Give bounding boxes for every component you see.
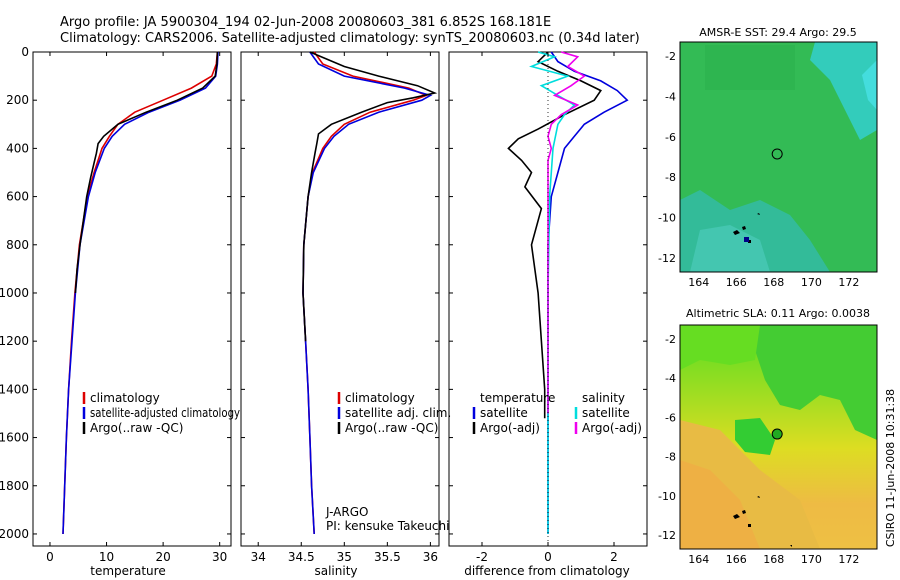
temperature-line-climatology [62,51,219,535]
sst-warm-patch [810,42,877,140]
sla-lon-label: 166 [726,553,747,566]
credit-line-1: J-ARGO [325,505,368,519]
salinity-xlabel: salinity [314,564,357,578]
salinity-xtick-label: 35 [337,550,352,564]
legend-climatology: climatology [345,391,415,405]
side-timestamp: CSIRO 11-Jun-2008 10:31:38 [884,389,897,547]
sst-lon-label: 168 [763,276,784,289]
sst-cool-core [690,225,770,272]
sst-lon-label: 166 [726,276,747,289]
temperature-line-satellite-adjusted-climatology [62,51,219,535]
depth-tick-label: 1800 [0,479,29,493]
sla-lat-label: -4 [665,372,676,385]
difference-line-salinity-argo-adj- [547,51,586,414]
sla-lon-label: 168 [763,553,784,566]
title-line-1: Argo profile: JA 5900304_194 02-Jun-2008… [60,15,551,30]
credit-line-2: PI: kensuke Takeuchi [326,519,449,533]
difference-line-temperature-argo-adj- [507,51,602,419]
sst-lat-label: -6 [665,131,676,144]
title-line-2: Climatology: CARS2006. Satellite-adjuste… [60,31,640,46]
depth-tick-label: 2000 [0,527,29,541]
sla-lat-label: -12 [658,529,676,542]
depth-tick-label: 1400 [0,382,29,396]
depth-tick-label: 1200 [0,334,29,348]
sla-lon-label: 172 [838,553,859,566]
depth-tick-label: 0 [21,45,29,59]
sla-green-west [680,325,760,370]
sla-argo-marker [771,428,783,440]
legend-sal-argo: Argo(-adj) [582,421,642,435]
salinity-panel-frame [240,51,440,547]
sst-lat-label: -2 [665,50,676,63]
legend-temp-argo: Argo(-adj) [480,421,540,435]
sla-green-high [755,325,877,440]
legend-argo: Argo(..raw -QC) [345,421,438,435]
sst-warm-core [862,60,877,110]
sla-lat-label: -10 [658,490,676,503]
temperature-xtick-label: 30 [212,550,227,564]
salinity-series [302,51,438,535]
depth-tick-label: 200 [6,93,29,107]
sla-lon-label: 164 [688,553,709,566]
sla-lon-label: 170 [801,553,822,566]
sst-lon-label: 164 [688,276,709,289]
difference-xtick-label: 0 [544,550,552,564]
sst-lon-label: 170 [801,276,822,289]
sst-lat-label: -8 [665,171,676,184]
difference-xtick-label: -2 [476,550,488,564]
sst-lat-label: -10 [658,212,676,225]
difference-xlabel: difference from climatology [464,564,630,578]
sla-map-frame [679,324,878,550]
depth-tick-label: 600 [6,190,29,204]
legend-sal-satellite: satellite [582,406,630,420]
sla-green-center [735,418,775,455]
legend-climatology: climatology [90,391,160,405]
salinity-xtick-label: 36 [423,550,438,564]
sla-map-title: Altimetric SLA: 0.11 Argo: 0.0038 [686,307,870,320]
sst-argo-marker [771,148,783,160]
sst-lat-label: -4 [665,90,676,103]
sst-map-title: AMSR-E SST: 29.4 Argo: 29.5 [699,26,857,39]
depth-tick-label: 400 [6,141,29,155]
depth-tick-label: 1000 [0,286,29,300]
salinity-xtick-label: 34.5 [288,550,315,564]
legend-satellite: satellite-adjusted climatology [90,406,240,420]
legend-satellite: satellite adj. clim. [345,406,451,420]
sst-lat-label: -12 [658,252,676,265]
sla-orange-core [680,460,760,549]
salinity-legend: climatology satellite adj. clim. Argo(..… [337,391,451,435]
sst-map [680,42,877,272]
sst-land-pixel [744,237,749,242]
temperature-xlabel: temperature [90,564,165,578]
salinity-line-climatology [302,51,429,535]
sla-lat-label: -8 [665,451,676,464]
difference-legend: temperature satellite Argo(-adj) salinit… [472,391,642,435]
temperature-line-argo-raw-qc- [74,51,219,294]
salinity-line-argo-raw-qc- [302,51,438,342]
sst-map-frame [679,41,878,273]
sla-lat-label: -6 [665,411,676,424]
salinity-xtick-label: 34 [251,550,266,564]
salinity-line-satellite-adj-clim- [302,51,433,535]
sst-mottle [705,45,795,90]
temperature-panel-frame [32,51,232,547]
difference-line-temperature-satellite [547,51,629,534]
temperature-xtick-label: 0 [46,550,54,564]
legend-salinity-title: salinity [582,391,625,405]
legend-argo: Argo(..raw -QC) [90,421,183,435]
temperature-legend: climatology satellite-adjusted climatolo… [82,391,240,435]
legend-temperature-title: temperature [480,391,555,405]
depth-tick-label: 800 [6,238,29,252]
difference-xtick-label: 2 [610,550,618,564]
temperature-xtick-label: 10 [99,550,114,564]
depth-tick-label: 1600 [0,431,29,445]
salinity-xtick-label: 35.5 [374,550,401,564]
temperature-xtick-label: 20 [155,550,170,564]
temperature-series [62,51,219,535]
sst-lon-label: 172 [838,276,859,289]
difference-series [507,51,629,546]
legend-temp-satellite: satellite [480,406,528,420]
sla-lat-label: -2 [665,333,676,346]
